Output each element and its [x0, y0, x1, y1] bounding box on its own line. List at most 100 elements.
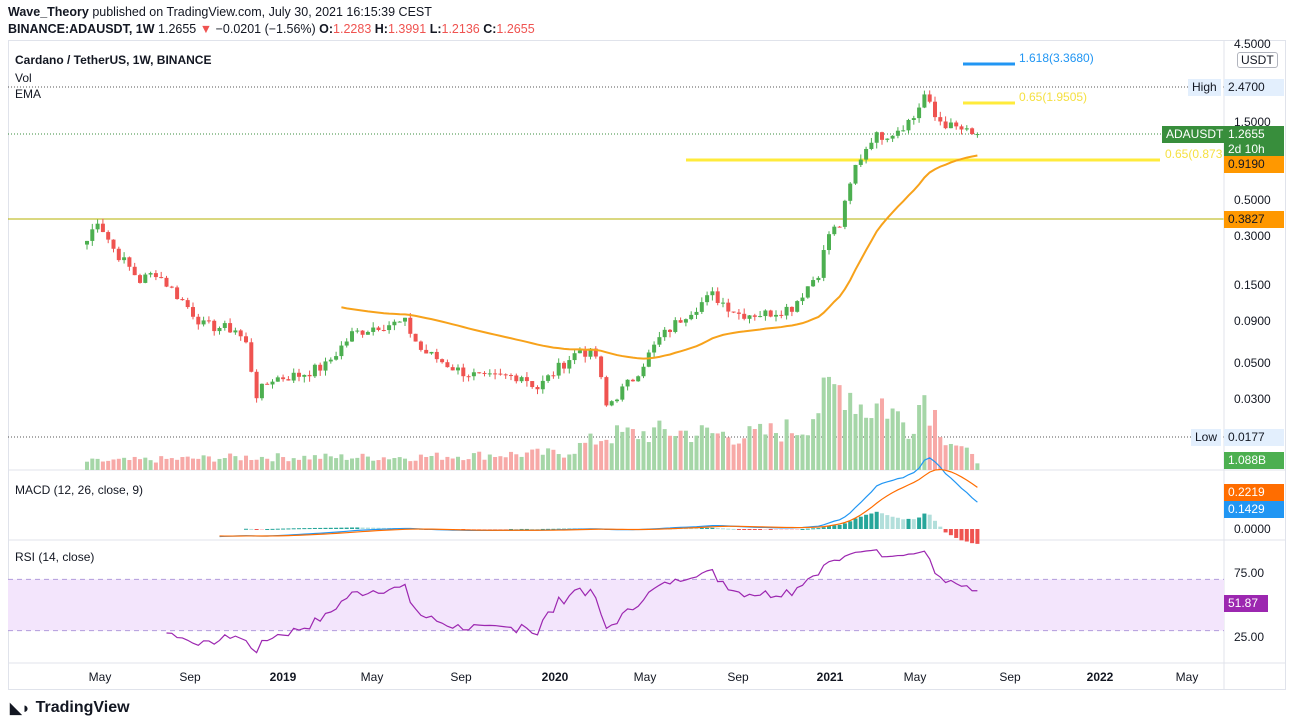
low-label: Low [1191, 429, 1222, 446]
candle-body [403, 317, 407, 322]
volume-bar [514, 454, 519, 470]
candle-body [466, 376, 471, 378]
candle-body [238, 330, 243, 337]
legend-macd[interactable]: MACD (12, 26, close, 9) [15, 483, 144, 497]
candle-body [842, 200, 847, 227]
candle-body [434, 351, 439, 360]
macd-histogram-bar [970, 529, 975, 544]
fib-ext-label: 1.618(3.3680) [1019, 51, 1094, 65]
candle-body [731, 311, 736, 313]
volume-bar [381, 457, 386, 470]
volume-bar [662, 429, 667, 470]
volume-bar [85, 461, 89, 470]
volume-bar [265, 458, 270, 470]
currency-button[interactable]: USDT [1237, 52, 1278, 68]
candle-body [556, 362, 561, 376]
macd-histogram-bar [731, 528, 736, 530]
macd-histogram-bar [350, 527, 354, 529]
volume-bar [376, 460, 381, 470]
time-tick-label: Sep [450, 670, 472, 684]
candle-body [551, 375, 556, 377]
candle-body [572, 353, 577, 361]
high-label: High [1188, 79, 1221, 96]
candle-body [800, 297, 805, 302]
volume-bar [842, 410, 847, 470]
macd-histogram-bar [784, 529, 789, 530]
volume-bar [519, 456, 524, 470]
candle-body [445, 362, 450, 368]
candle-body [832, 226, 837, 235]
volume-bar [196, 458, 201, 470]
candle-body [901, 130, 906, 132]
rsi-tick-label: 25.00 [1234, 630, 1264, 644]
candle-body [360, 330, 365, 335]
volume-bar [350, 458, 354, 470]
volume-bar [540, 454, 545, 470]
rsi-line [166, 549, 978, 654]
volume-bar [752, 429, 757, 470]
volume-bar [106, 460, 111, 470]
volume-bar [567, 454, 572, 470]
macd-histogram-bar [943, 529, 948, 533]
macd-signal-tag: 0.2219 [1224, 484, 1284, 501]
candle-body [413, 333, 418, 342]
candle-body [122, 257, 127, 261]
time-tick-label: Sep [727, 670, 749, 684]
volume-bar [832, 384, 837, 470]
macd-histogram-bar [318, 527, 323, 529]
candle-body [127, 257, 132, 267]
candle-body [869, 142, 874, 149]
macd-histogram-bar [302, 528, 307, 530]
macd-histogram-bar [365, 527, 370, 529]
candle-body [699, 302, 704, 312]
publish-line: Wave_Theory published on TradingView.com… [8, 5, 432, 19]
tradingview-logo[interactable]: ◣◗ TradingView [10, 699, 130, 717]
candle-body [604, 377, 609, 406]
candle-body [535, 387, 540, 390]
macd-histogram-bar [694, 528, 699, 530]
legend-vol[interactable]: Vol [15, 71, 32, 85]
macd-histogram-bar [297, 528, 301, 530]
high: 1.3991 [387, 22, 427, 36]
macd-histogram-bar [890, 516, 895, 529]
volume-bar [922, 395, 927, 470]
legend-ema[interactable]: EMA [15, 87, 42, 101]
volume-bar [800, 434, 805, 470]
author[interactable]: Wave_Theory [8, 5, 89, 19]
volume-bar [339, 454, 344, 470]
volume-bar [482, 459, 487, 470]
macd-histogram-bar [514, 528, 519, 530]
time-tick-label: May [361, 670, 384, 684]
candle-body [201, 320, 206, 325]
macd-histogram-bar [922, 513, 927, 529]
candle-body [350, 331, 354, 342]
candle-body [111, 239, 116, 249]
volume-bar [911, 433, 916, 470]
volume-bar [312, 455, 317, 470]
candle-body [153, 273, 158, 278]
legend-rsi[interactable]: RSI (14, close) [15, 550, 95, 564]
volume-bar [153, 462, 158, 470]
volume-bar [95, 458, 100, 470]
candle-body [922, 94, 927, 108]
volume-bar [291, 458, 296, 470]
macd-histogram-bar [281, 528, 286, 530]
candle-body [148, 273, 153, 275]
macd-histogram-bar [954, 529, 959, 538]
candle-body [530, 381, 535, 388]
volume-bar [164, 458, 169, 470]
candle-body [185, 300, 190, 308]
candle-body [143, 274, 148, 283]
volume-bar [122, 457, 127, 470]
macd-histogram-bar [705, 527, 710, 529]
candle-body [673, 320, 678, 332]
macd-histogram-bar [821, 527, 826, 529]
volume-bar [604, 439, 609, 470]
volume-bar [689, 442, 694, 470]
price-tick-label: 4.5000 [1234, 37, 1271, 51]
volume-bar [371, 460, 376, 470]
candle-body [710, 291, 715, 296]
macd-histogram-bar [689, 528, 694, 530]
volume-bar [286, 461, 291, 470]
